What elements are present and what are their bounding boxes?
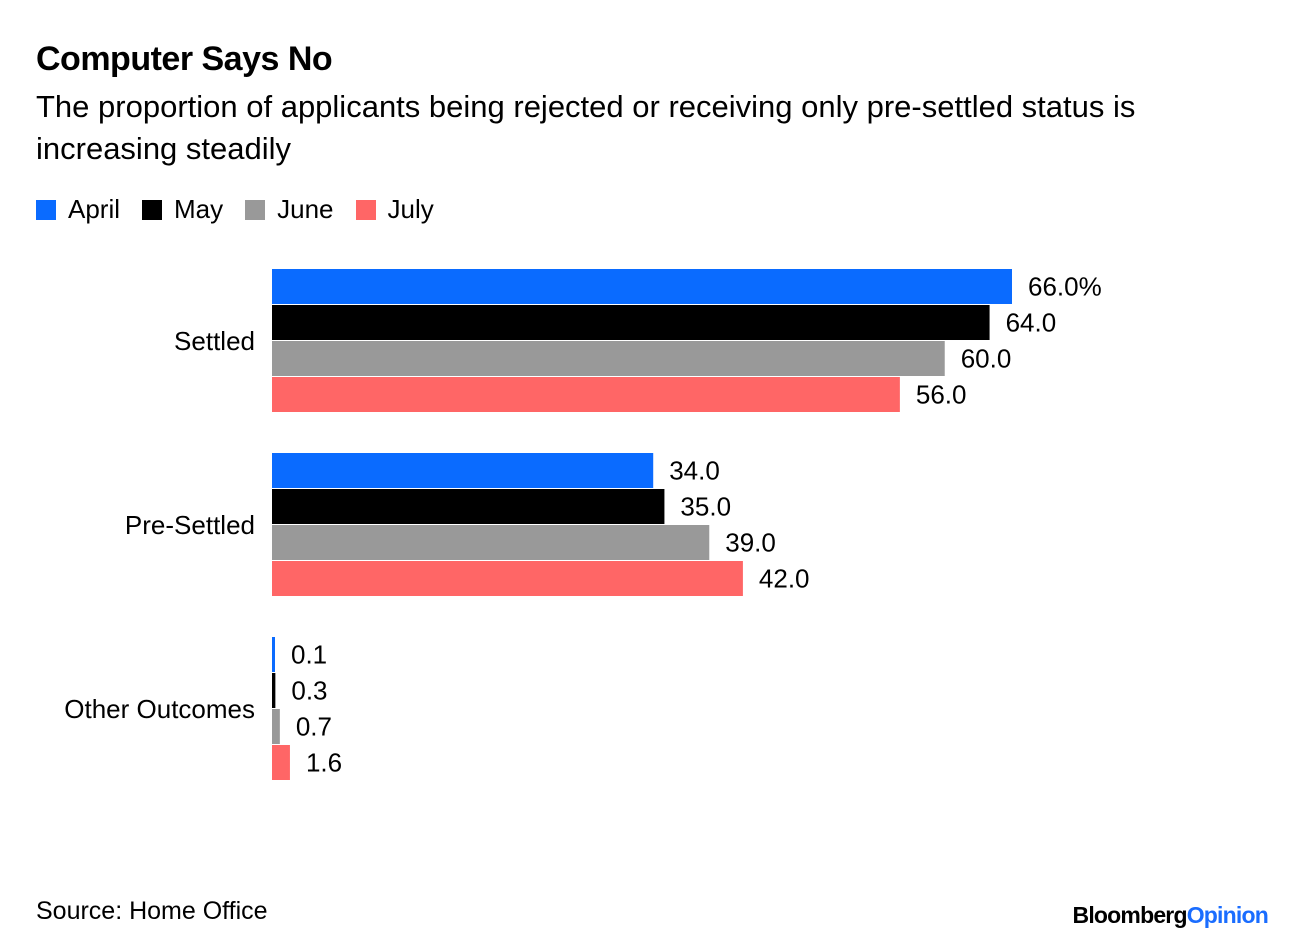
legend-swatch-june [245, 199, 266, 220]
bloomberg-opinion-logo: BloombergOpinion [1072, 902, 1269, 929]
category-label-other-outcomes: Other Outcomes [64, 694, 255, 724]
data-label-pre-settled-july: 42.0 [759, 564, 810, 594]
source-note: Source: Home Office [36, 897, 268, 925]
data-label-other-outcomes-june: 0.7 [296, 712, 332, 742]
bar-settled-may [272, 305, 990, 340]
data-label-settled-may: 64.0 [1006, 308, 1057, 338]
legend-swatch-may [142, 199, 163, 220]
bar-pre-settled-may [272, 489, 665, 524]
data-label-settled-july: 56.0 [916, 380, 967, 410]
bar-pre-settled-june [272, 525, 710, 560]
legend-item-april: April [36, 194, 120, 225]
legend-item-june: June [245, 194, 334, 225]
brand-accent: Opinion [1186, 902, 1269, 928]
bar-other-outcomes-april [272, 637, 275, 672]
bar-settled-april [272, 269, 1012, 304]
data-label-pre-settled-june: 39.0 [725, 528, 776, 558]
legend-label-july: July [387, 194, 434, 224]
brand-main: Bloomberg [1072, 902, 1188, 928]
bar-other-outcomes-july [272, 745, 290, 780]
data-label-settled-april: 66.0% [1028, 272, 1102, 302]
legend: April May June July [36, 194, 456, 225]
category-label-pre-settled: Pre-Settled [125, 510, 255, 540]
legend-item-may: May [142, 194, 223, 225]
data-label-other-outcomes-may: 0.3 [291, 676, 327, 706]
legend-swatch-april [36, 199, 56, 220]
bar-settled-june [272, 341, 945, 376]
legend-label-may: May [174, 194, 224, 224]
legend-item-july: July [355, 194, 434, 225]
bar-pre-settled-july [272, 561, 743, 596]
legend-label-april: April [68, 194, 121, 224]
data-label-pre-settled-may: 35.0 [680, 492, 731, 522]
bar-other-outcomes-may [272, 673, 276, 708]
bar-settled-july [272, 377, 900, 412]
bar-other-outcomes-june [272, 709, 280, 744]
chart-title: Computer Says No [36, 40, 333, 78]
data-label-pre-settled-april: 34.0 [669, 456, 720, 486]
bar-pre-settled-april [272, 453, 654, 488]
data-label-settled-june: 60.0 [961, 344, 1012, 374]
data-label-other-outcomes-april: 0.1 [291, 640, 327, 670]
category-label-settled: Settled [174, 326, 255, 356]
data-label-other-outcomes-july: 1.6 [306, 748, 342, 778]
legend-label-june: June [277, 194, 334, 224]
legend-swatch-july [355, 199, 376, 220]
chart-subtitle: The proportion of applicants being rejec… [36, 89, 1136, 166]
